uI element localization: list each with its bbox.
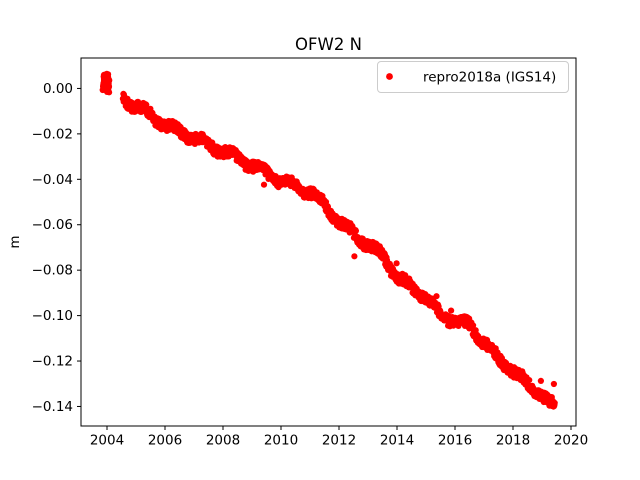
- legend-label: repro2018a (IGS14): [423, 70, 556, 86]
- data-point: [537, 377, 545, 384]
- x-tick-label: 2008: [206, 433, 240, 449]
- data-point: [526, 377, 533, 384]
- data-point: [102, 85, 109, 92]
- chart-title: OFW2 N: [295, 35, 362, 54]
- axes-spines: [80, 57, 577, 427]
- x-tick-label: 2018: [496, 433, 530, 449]
- y-tick-label: −0.04: [32, 172, 73, 188]
- y-tick-label: −0.02: [32, 126, 73, 142]
- x-tick-label: 2012: [322, 433, 356, 449]
- legend-marker-icon: [386, 73, 393, 80]
- x-tick-label: 2010: [264, 433, 298, 449]
- data-point: [351, 253, 358, 260]
- y-tick-label: −0.12: [32, 354, 73, 370]
- legend-box: [377, 61, 569, 93]
- data-point: [550, 380, 558, 388]
- legend: repro2018a (IGS14): [377, 61, 569, 93]
- data-point: [470, 322, 477, 329]
- scatter-series: [99, 70, 558, 410]
- x-tick-label: 2004: [90, 433, 124, 449]
- y-axis-label: m: [7, 235, 23, 248]
- data-point: [143, 101, 150, 108]
- data-point: [352, 227, 359, 234]
- y-tick-label: −0.06: [32, 217, 73, 233]
- y-tick-label: −0.10: [32, 308, 73, 324]
- data-point: [551, 399, 558, 406]
- data-point: [448, 307, 455, 314]
- x-tick-label: 2016: [438, 433, 472, 449]
- y-tick-label: 0.00: [43, 81, 73, 97]
- data-point: [103, 75, 110, 82]
- axis-ticks: 2004 2006 2008 2010 2012 2014 2016 2018 2020 0.00…: [32, 81, 589, 449]
- x-tick-label: 2020: [554, 433, 588, 449]
- y-tick-label: −0.08: [32, 263, 73, 279]
- data-point: [472, 327, 479, 334]
- data-point: [260, 181, 268, 188]
- y-tick-label: −0.14: [32, 399, 73, 415]
- x-tick-label: 2014: [380, 433, 414, 449]
- data-point: [393, 260, 400, 267]
- data-point: [433, 293, 440, 300]
- x-tick-label: 2006: [148, 433, 182, 449]
